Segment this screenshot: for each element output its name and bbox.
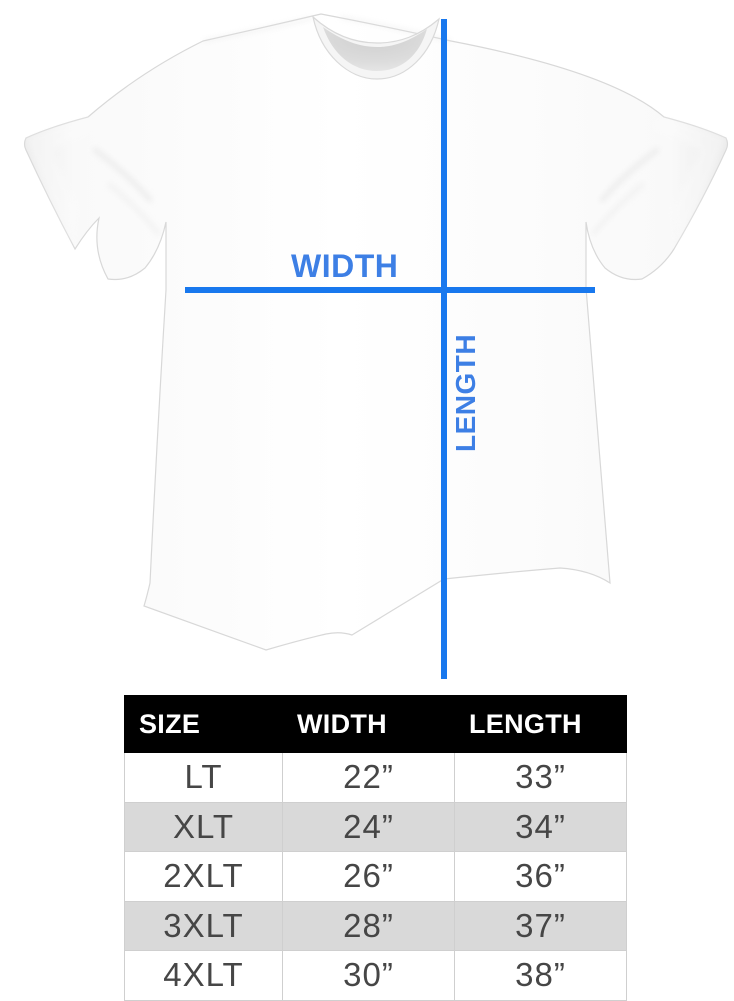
svg-text:WIDTH: WIDTH bbox=[291, 248, 398, 284]
svg-text:LENGTH: LENGTH bbox=[450, 334, 481, 452]
